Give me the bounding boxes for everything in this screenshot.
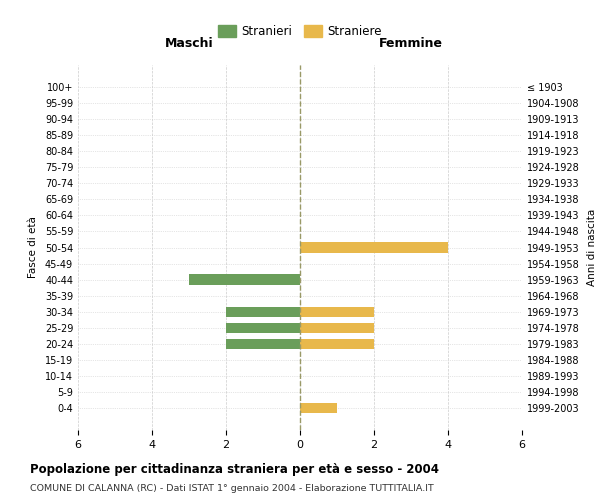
Text: Femmine: Femmine bbox=[379, 38, 443, 51]
Y-axis label: Anni di nascita: Anni di nascita bbox=[587, 209, 596, 286]
Y-axis label: Fasce di età: Fasce di età bbox=[28, 216, 38, 278]
Text: COMUNE DI CALANNA (RC) - Dati ISTAT 1° gennaio 2004 - Elaborazione TUTTITALIA.IT: COMUNE DI CALANNA (RC) - Dati ISTAT 1° g… bbox=[30, 484, 434, 493]
Bar bbox=[300, 306, 374, 317]
Bar bbox=[226, 338, 300, 349]
Text: Maschi: Maschi bbox=[164, 38, 214, 51]
Bar bbox=[300, 322, 374, 333]
Bar bbox=[189, 274, 300, 285]
Bar bbox=[300, 242, 448, 252]
Bar bbox=[300, 403, 337, 413]
Bar bbox=[300, 338, 374, 349]
Bar bbox=[226, 306, 300, 317]
Bar bbox=[226, 322, 300, 333]
Text: Popolazione per cittadinanza straniera per età e sesso - 2004: Popolazione per cittadinanza straniera p… bbox=[30, 462, 439, 475]
Legend: Stranieri, Straniere: Stranieri, Straniere bbox=[213, 20, 387, 42]
